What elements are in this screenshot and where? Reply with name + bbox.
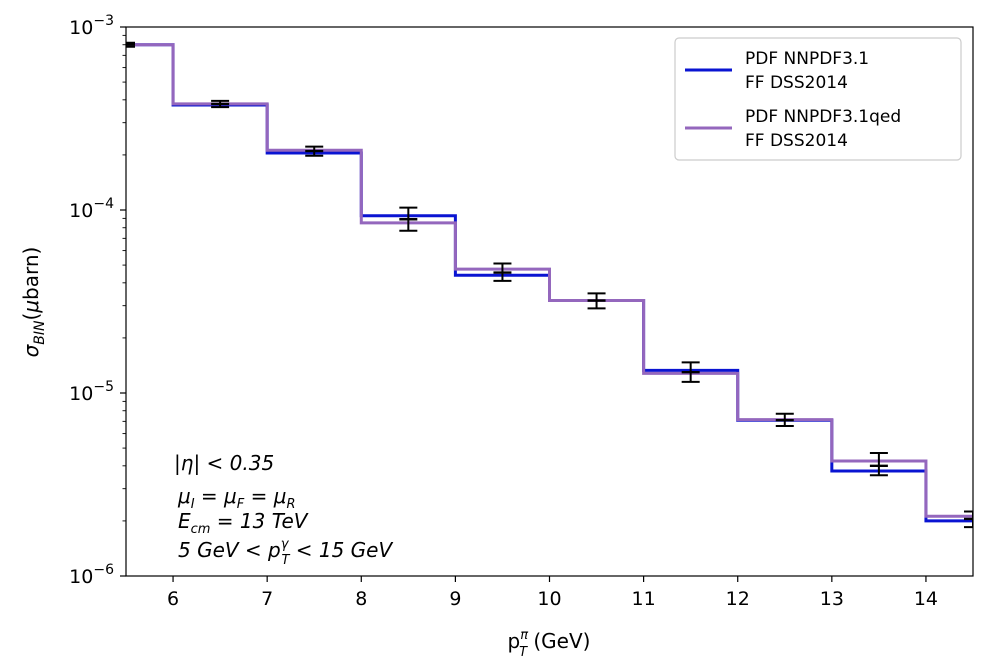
error-bar <box>587 292 606 310</box>
x-tick-label: 12 <box>726 588 750 610</box>
y-tick-label: 10−6 <box>69 562 114 588</box>
annotation-block: |η| < 0.35 μI = μF = μR Ecm = 13 TeV 5 G… <box>174 451 393 568</box>
x-tick-label: 8 <box>355 588 367 610</box>
svg-text:σBIN(μbarn): σBIN(μbarn) <box>19 247 48 358</box>
legend-label-nnpdf31-line1: PDF NNPDF3.1 <box>745 49 869 69</box>
error-bar <box>964 510 973 529</box>
legend: PDF NNPDF3.1 FF DSS2014 PDF NNPDF3.1qed … <box>674 37 962 161</box>
x-axis-label: pπ T (GeV) <box>508 628 591 660</box>
x-tick-label: 13 <box>820 588 844 610</box>
error-bar <box>681 361 700 383</box>
y-axis-label: σBIN(μbarn) <box>19 247 48 358</box>
y-tick-label: 10−3 <box>69 13 114 39</box>
y-tick-label: 10−4 <box>69 196 114 222</box>
legend-box <box>674 37 962 161</box>
annotation-ecm: Ecm = 13 TeV <box>178 509 309 537</box>
x-tick-label: 6 <box>167 588 179 610</box>
series-line-1 <box>126 43 973 518</box>
annotation-scales: μI = μF = μR <box>177 484 296 512</box>
error-bar <box>126 41 135 48</box>
error-bar <box>869 452 888 477</box>
legend-label-nnpdf31qed-line1: PDF NNPDF3.1qed <box>745 107 901 127</box>
error-bar <box>399 206 418 232</box>
x-tick-label: 9 <box>449 588 461 610</box>
x-tick-label: 11 <box>632 588 656 610</box>
error-bar <box>775 412 794 428</box>
x-tick-label: 7 <box>261 588 273 610</box>
x-tick-label: 10 <box>537 588 561 610</box>
y-tick-label: 10−5 <box>69 379 114 405</box>
legend-label-nnpdf31-line2: FF DSS2014 <box>745 73 848 93</box>
legend-label-nnpdf31qed-line2: FF DSS2014 <box>745 131 848 151</box>
x-tick-label: 14 <box>914 588 938 610</box>
error-bar <box>211 99 230 109</box>
annotation-pt-range: 5 GeV < pγ T < 15 GeV <box>178 537 393 568</box>
annotation-eta: |η| < 0.35 <box>174 451 274 475</box>
error-bar <box>493 262 512 282</box>
error-bar <box>305 145 324 157</box>
